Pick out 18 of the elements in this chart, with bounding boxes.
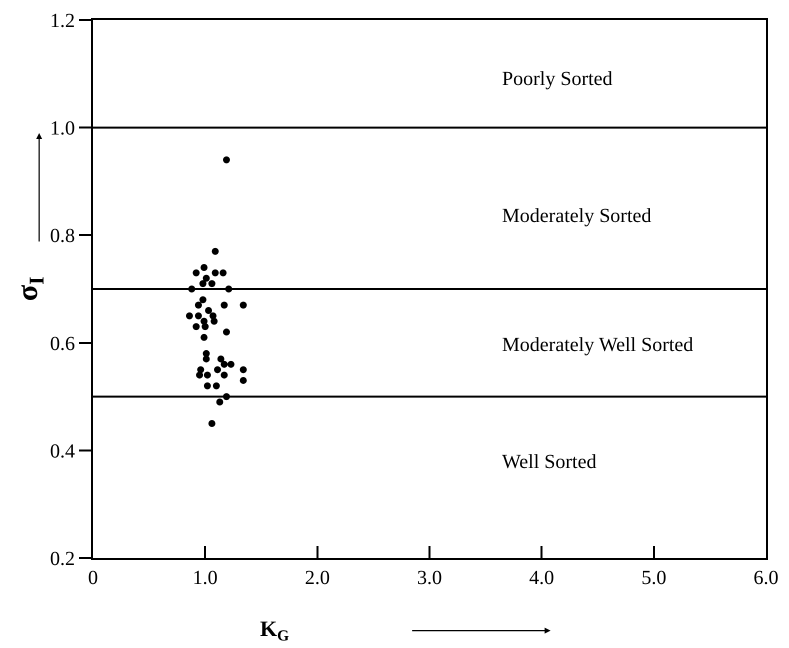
y-tick-label: 1.0 bbox=[50, 118, 75, 140]
x-tick-label: 0 bbox=[88, 567, 98, 589]
y-tick-label: 0.2 bbox=[50, 548, 75, 570]
y-tick-label: 0.8 bbox=[50, 225, 75, 248]
y-tick-label: 1.2 bbox=[50, 10, 75, 32]
annotation: Moderately Well Sorted bbox=[502, 334, 694, 356]
annotation: Moderately Sorted bbox=[502, 205, 652, 227]
x-tick-label: 4.0 bbox=[529, 567, 554, 589]
annotation: Poorly Sorted bbox=[502, 68, 613, 90]
x-axis-title: K$_{G}$ bbox=[260, 616, 290, 645]
y-tick-label: 0.6 bbox=[50, 332, 75, 355]
x-tick-label: 6.0 bbox=[754, 567, 778, 589]
x-tick-label: 2.0 bbox=[304, 567, 330, 589]
x-tick-label: 5.0 bbox=[641, 567, 666, 589]
x-tick-label: 3.0 bbox=[417, 567, 442, 589]
x-tick-label: 1.0 bbox=[192, 567, 218, 589]
annotation: Well Sorted bbox=[502, 451, 596, 473]
y-tick-label: 0.4 bbox=[50, 440, 75, 462]
